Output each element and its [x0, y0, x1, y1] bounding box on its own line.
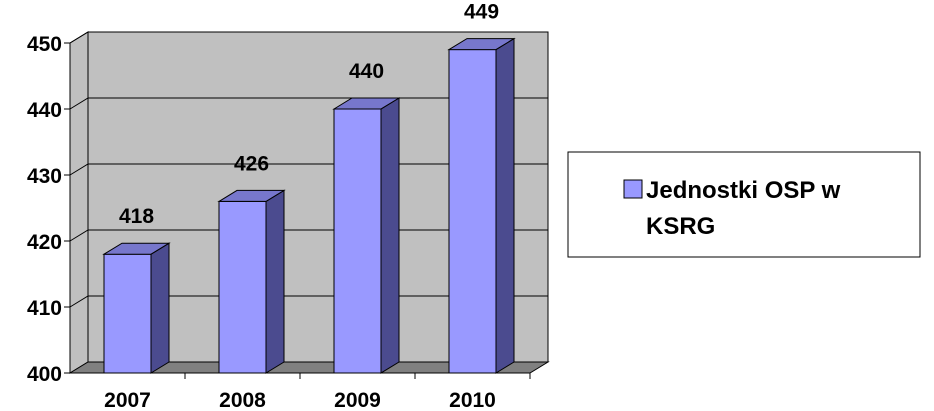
bar-side: [380, 97, 400, 374]
legend-series-name-line-2: KSRG: [646, 213, 715, 240]
x-tick-label: 2010: [449, 389, 496, 411]
y-tick-label: 400: [27, 363, 62, 386]
y-tick-label: 420: [27, 231, 62, 254]
bar-side: [150, 242, 170, 374]
bar-front: [103, 253, 152, 374]
bar: [447, 37, 516, 374]
y-tick-label: 430: [27, 165, 62, 188]
legend-box: [567, 151, 921, 258]
y-tick-label: 440: [27, 99, 62, 122]
bar: [332, 97, 401, 374]
x-tick-label: 2007: [104, 389, 151, 411]
data-label: 440: [349, 60, 384, 83]
bar-side: [265, 189, 285, 374]
bar-front: [448, 49, 497, 374]
legend-swatch: [623, 179, 643, 199]
bar: [102, 242, 171, 374]
bar-side: [495, 37, 515, 374]
x-tick-label: 2008: [219, 389, 266, 411]
bar-top: [332, 97, 401, 110]
y-tick-label: 410: [27, 297, 62, 320]
data-label: 449: [464, 1, 499, 24]
chart-labels: 418 2007 426 2008 440 2009 449 2010: [104, 1, 499, 411]
x-tick-label: 2009: [334, 389, 381, 411]
bar-front: [218, 200, 267, 374]
side-wall: [69, 31, 89, 374]
data-label: 418: [119, 205, 154, 228]
bar-top: [447, 38, 516, 51]
y-tick-label: 450: [27, 33, 62, 56]
chart-legend: Jednostki OSP w KSRG: [567, 151, 921, 258]
chart-bars: [102, 37, 516, 374]
bar-top: [102, 242, 171, 255]
bar: [217, 189, 286, 374]
legend-series-name-line-1: Jednostki OSP w: [646, 177, 841, 204]
bar-front: [333, 108, 382, 374]
data-label: 426: [234, 152, 269, 175]
bar-top: [217, 189, 286, 202]
gridline: [69, 31, 548, 44]
